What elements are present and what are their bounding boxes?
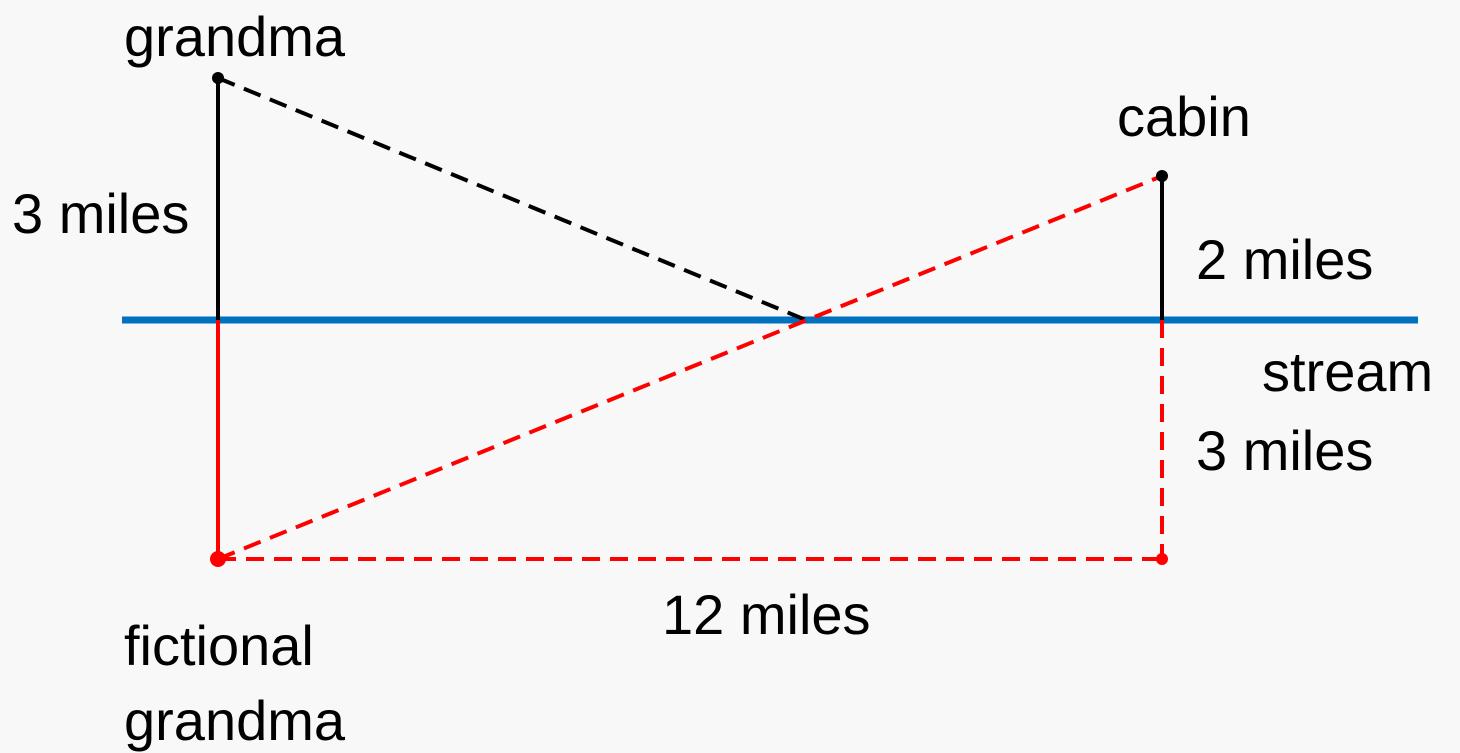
grandma-point bbox=[212, 72, 224, 84]
grandma-distance-label: 3 miles bbox=[12, 182, 189, 245]
cabin-distance-label: 2 miles bbox=[1196, 228, 1373, 291]
fictional-grandma-label-line2: grandma bbox=[124, 689, 346, 752]
corner-point bbox=[1156, 553, 1168, 565]
horizontal-distance-label: 12 miles bbox=[662, 583, 871, 646]
fictional-grandma-point bbox=[210, 551, 226, 567]
fictional-grandma-to-cabin-dashed-line bbox=[217, 174, 1163, 561]
grandma-label: grandma bbox=[124, 5, 346, 68]
grandma-to-stream-dashed-line bbox=[217, 76, 807, 322]
reflected-distance-label: 3 miles bbox=[1196, 419, 1373, 482]
cabin-point bbox=[1156, 170, 1168, 182]
fictional-grandma-label-line1: fictional bbox=[124, 614, 314, 677]
stream-label: stream bbox=[1262, 340, 1433, 403]
cabin-label: cabin bbox=[1117, 85, 1251, 148]
